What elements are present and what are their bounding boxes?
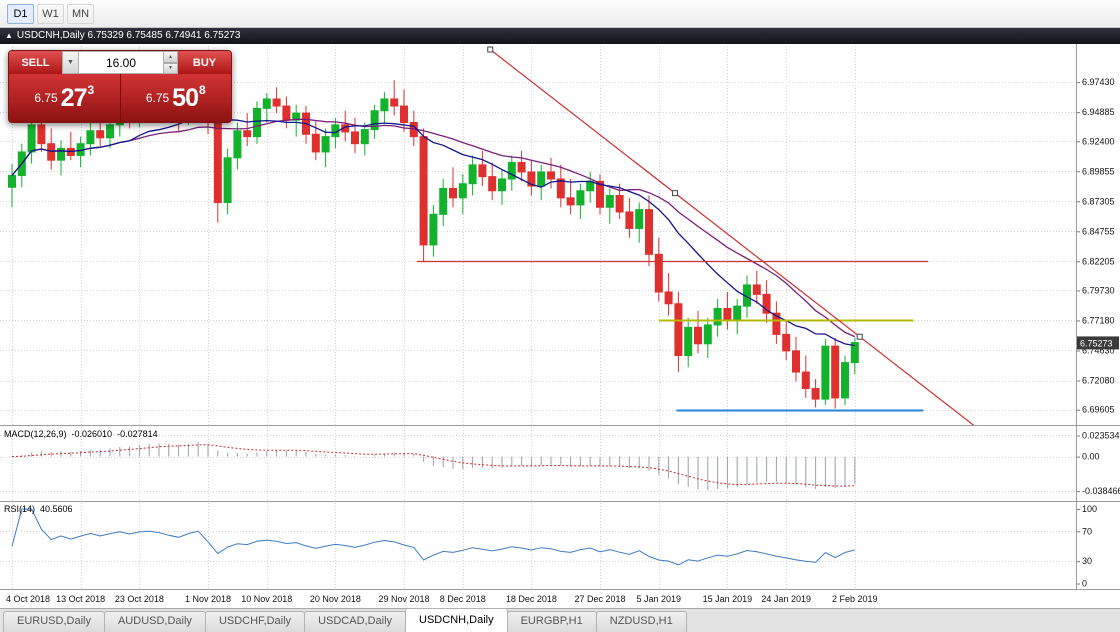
- trade-panel-controls-row: SELL ▼ ▲ ▼ BUY: [9, 51, 231, 74]
- volume-dropdown-button[interactable]: ▼: [62, 51, 79, 74]
- svg-text:6.74630: 6.74630: [1082, 345, 1115, 355]
- svg-text:18 Dec 2018: 18 Dec 2018: [506, 594, 557, 604]
- trendline-handle[interactable]: [671, 190, 678, 197]
- svg-text:10 Nov 2018: 10 Nov 2018: [241, 594, 292, 604]
- ma-slow-line: [11, 118, 856, 338]
- volume-stepper: ▲ ▼: [163, 51, 178, 74]
- svg-text:8 Dec 2018: 8 Dec 2018: [440, 594, 486, 604]
- timeframe-mn-button[interactable]: MN: [67, 3, 94, 24]
- chart-tab[interactable]: NZDUSD,H1: [595, 611, 687, 632]
- svg-text:20 Nov 2018: 20 Nov 2018: [310, 594, 361, 604]
- timeframe-d1-button[interactable]: D1: [7, 3, 34, 24]
- sell-price-pips: 27: [60, 83, 88, 112]
- sell-button[interactable]: SELL: [9, 51, 62, 74]
- buy-button[interactable]: BUY: [178, 51, 231, 74]
- ma-fast-line: [11, 111, 855, 347]
- svg-text:15 Jan 2019: 15 Jan 2019: [703, 594, 753, 604]
- svg-text:1 Nov 2018: 1 Nov 2018: [185, 594, 231, 604]
- chart-tab[interactable]: USDCNH,Daily: [405, 608, 508, 632]
- svg-text:100: 100: [1082, 504, 1097, 514]
- svg-text:70: 70: [1082, 526, 1092, 536]
- svg-text:6.87305: 6.87305: [1082, 196, 1115, 206]
- buy-price-point: 8: [198, 83, 206, 97]
- svg-text:6.84755: 6.84755: [1082, 226, 1115, 236]
- sell-price-point: 3: [87, 83, 95, 97]
- descending-trendline[interactable]: [489, 49, 1076, 505]
- price-chart-canvas[interactable]: 6.97430 6.94885 6.92400 6.89855 6.87305 6.847…: [0, 44, 1120, 608]
- chart-tab[interactable]: AUDUSD,Daily: [103, 611, 206, 632]
- macd-signal-line: [11, 444, 855, 487]
- svg-text:30: 30: [1082, 556, 1092, 566]
- chart-tab[interactable]: USDCHF,Daily: [204, 611, 306, 632]
- chart-window-icon: ▲: [5, 31, 13, 40]
- volume-increase-button[interactable]: ▲: [163, 51, 178, 63]
- svg-text:29 Nov 2018: 29 Nov 2018: [378, 594, 429, 604]
- chart-tab[interactable]: EURGBP,H1: [506, 611, 597, 632]
- svg-text:6.94885: 6.94885: [1082, 107, 1115, 117]
- svg-text:6.72080: 6.72080: [1082, 376, 1115, 386]
- svg-text:5 Jan 2019: 5 Jan 2019: [637, 594, 682, 604]
- trendline-handle[interactable]: [856, 333, 863, 340]
- chart-title-bar: ▲ USDCNH,Daily 6.75329 6.75485 6.74941 6.…: [0, 28, 1120, 44]
- buy-price-pips: 50: [172, 83, 199, 112]
- svg-text:23 Oct 2018: 23 Oct 2018: [115, 594, 164, 604]
- svg-text:0: 0: [1082, 579, 1087, 589]
- sell-price-display[interactable]: 6.75 27 3: [9, 74, 120, 122]
- svg-text:-0.038466: -0.038466: [1082, 486, 1120, 496]
- chart-tab[interactable]: EURUSD,Daily: [3, 611, 105, 632]
- buy-price-display[interactable]: 6.75 50 8: [119, 74, 231, 122]
- svg-text:0.00: 0.00: [1082, 452, 1100, 462]
- svg-text:6.69605: 6.69605: [1082, 405, 1115, 415]
- chart-title: USDCNH,Daily 6.75329 6.75485 6.74941 6.7…: [16, 30, 241, 41]
- svg-text:27 Dec 2018: 27 Dec 2018: [574, 594, 625, 604]
- svg-text:6.92400: 6.92400: [1082, 136, 1115, 146]
- svg-text:6.82205: 6.82205: [1082, 256, 1115, 266]
- volume-decrease-button[interactable]: ▼: [163, 62, 178, 74]
- spinner-down-icon: ▼: [168, 65, 173, 72]
- spinner-up-icon: ▲: [168, 53, 173, 60]
- trade-panel-price-row: 6.75 27 3 6.75 50 8: [9, 74, 231, 122]
- timeframe-w1-button[interactable]: W1: [37, 3, 64, 24]
- svg-text:4 Oct 2018: 4 Oct 2018: [6, 594, 50, 604]
- buy-price-base: 6.75: [145, 91, 170, 105]
- svg-text:6.77180: 6.77180: [1082, 315, 1115, 325]
- svg-text:2 Feb 2019: 2 Feb 2019: [832, 594, 878, 604]
- chart-tab[interactable]: USDCAD,Daily: [304, 611, 407, 632]
- timeframe-toolbar: D1 W1 MN: [0, 0, 1120, 28]
- volume-input[interactable]: [79, 51, 163, 74]
- svg-text:6.79730: 6.79730: [1082, 285, 1115, 295]
- time-axis[interactable]: 4 Oct 2018 13 Oct 2018 23 Oct 2018 1 Nov 20…: [6, 594, 878, 604]
- svg-text:6.75273: 6.75273: [1080, 338, 1113, 348]
- svg-text:13 Oct 2018: 13 Oct 2018: [56, 594, 105, 604]
- grid-layer: [0, 46, 1076, 588]
- sell-price-base: 6.75: [34, 91, 58, 105]
- chevron-down-icon: ▼: [67, 59, 74, 66]
- chart-tabs-bar: EURUSD,Daily AUDUSD,Daily USDCHF,Daily USDC…: [0, 608, 1120, 632]
- current-price-label: 6.75273: [1077, 336, 1119, 350]
- candles-layer: [8, 69, 859, 409]
- svg-text:6.97430: 6.97430: [1082, 77, 1115, 87]
- price-axis[interactable]: 6.97430 6.94885 6.92400 6.89855 6.87305 6.847…: [1076, 77, 1120, 589]
- panel-separators[interactable]: [0, 44, 1120, 590]
- svg-text:24 Jan 2019: 24 Jan 2019: [761, 594, 811, 604]
- rsi-panel: [11, 508, 855, 566]
- rsi-line: [11, 508, 855, 566]
- macd-panel: [11, 442, 856, 490]
- trendline-handle[interactable]: [487, 46, 494, 53]
- svg-text:6.89855: 6.89855: [1082, 166, 1115, 176]
- svg-text:0.023534: 0.023534: [1082, 430, 1120, 440]
